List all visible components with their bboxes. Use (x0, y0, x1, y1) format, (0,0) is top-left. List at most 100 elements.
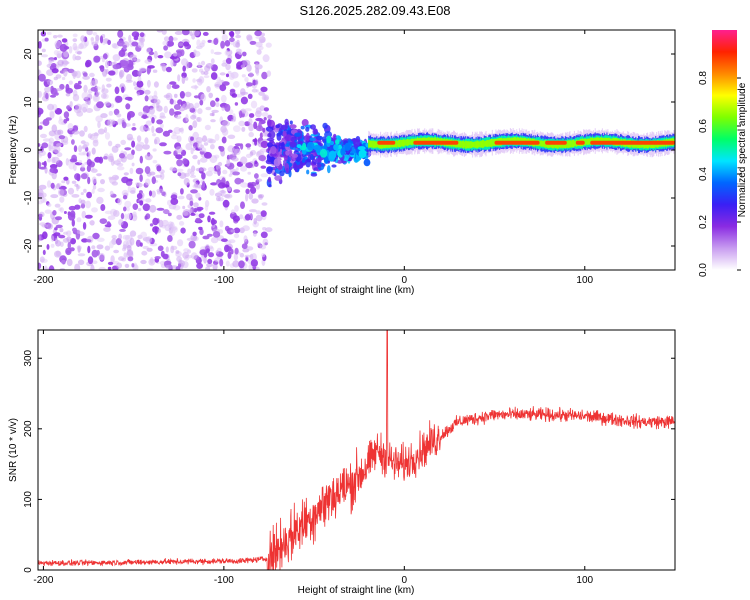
spectrogram-point (193, 95, 200, 99)
spectrogram-point (377, 140, 396, 145)
spectrogram-point (41, 54, 48, 58)
spectrogram-point (80, 173, 88, 180)
spectrogram-point (192, 231, 197, 237)
spectrogram-point (56, 183, 60, 190)
spectrogram-point (238, 120, 246, 127)
spectrogram-point (122, 195, 128, 200)
spectrogram-point (267, 119, 272, 127)
spectrogram-point (233, 81, 240, 88)
spectrogram-point (160, 250, 165, 258)
spectrogram-point (241, 126, 246, 132)
spectrogram-point (196, 262, 204, 269)
spectrogram-point (208, 252, 214, 258)
spectrogram-point (263, 107, 269, 112)
colorbar: 0.0 0.2 0.4 0.6 0.8 Normalized spectral ampl… (698, 30, 748, 277)
spectrogram-point (262, 54, 270, 63)
spectrogram-point (203, 251, 208, 258)
spectrogram-point (65, 92, 71, 97)
spectrogram-point (91, 207, 98, 213)
spectrogram-point (38, 60, 42, 66)
spectrogram-point (267, 176, 272, 183)
spectrogram-point (262, 238, 269, 246)
spectrogram-point (139, 174, 143, 183)
spectrogram-point (96, 244, 104, 250)
spectrogram-point (273, 158, 281, 167)
spectrogram-point (248, 118, 253, 125)
spectrogram-point (201, 172, 206, 180)
spectrogram-point (144, 137, 149, 145)
spectrogram-point (240, 165, 248, 172)
spectrogram-point (110, 255, 115, 263)
spectrogram-point (41, 192, 47, 198)
spectrogram-point (136, 135, 142, 143)
snr-y-tick-label: 100 (23, 491, 34, 508)
spectrogram-point (82, 222, 87, 230)
spectrogram-point (126, 133, 133, 141)
spectrogram-point (209, 112, 215, 117)
spectrogram-point (59, 228, 64, 233)
spectrogram-point (92, 184, 97, 190)
spectrogram-point (66, 236, 72, 243)
spectrogram-point (109, 176, 117, 184)
spectrogram-point (242, 59, 251, 66)
spectrogram-point (258, 194, 263, 200)
spectrogram-point (131, 263, 135, 268)
spectrogram-point (202, 180, 206, 189)
spectrogram-point (276, 132, 281, 137)
spectrogram-point (105, 77, 112, 82)
spectrogram-point (242, 225, 250, 232)
spectrogram-point (149, 171, 156, 176)
spectrogram-point (38, 213, 43, 218)
spectrogram-point (151, 117, 155, 124)
spectrogram-point (131, 149, 135, 156)
spectrogram-point (232, 215, 241, 222)
spectrogram-point (212, 263, 218, 270)
spectrogram-point (289, 141, 297, 148)
spectrogram-point (191, 165, 196, 172)
spectrogram-point (45, 92, 49, 100)
colorbar-tick-label: 0.6 (698, 119, 709, 133)
spectrogram-point (103, 227, 111, 232)
spectrogram-point (219, 146, 225, 152)
spectrogram-point (101, 57, 105, 63)
spectrogram-point (193, 50, 201, 57)
spectrogram-point (68, 162, 75, 170)
spectrogram-point (49, 110, 55, 118)
spectrogram-point (38, 200, 43, 205)
spectrogram-point (228, 173, 232, 177)
spectrogram-point (113, 61, 117, 65)
spectrogram-point (170, 225, 178, 233)
spectrogram-point (265, 42, 272, 48)
spectrogram-point (222, 169, 228, 175)
spectrogram-x-tick-label: 100 (576, 275, 593, 286)
spectrogram-point (144, 215, 148, 220)
spectrogram-point (199, 147, 207, 153)
spectrogram-point (39, 222, 47, 226)
snr-y-tick-label: 0 (23, 567, 34, 573)
spectrogram-point (253, 231, 257, 237)
spectrogram-point (229, 37, 235, 43)
spectrogram-point (245, 162, 253, 169)
spectrogram-point (305, 126, 310, 132)
spectrogram-point (142, 144, 150, 150)
spectrogram-y-tick-label: -20 (23, 238, 34, 253)
spectrogram-point (261, 112, 269, 117)
spectrogram-point (260, 32, 265, 37)
spectrogram-point (163, 105, 168, 114)
spectrogram-point (136, 92, 141, 97)
spectrogram-point (80, 103, 89, 110)
spectrogram-point (50, 182, 55, 189)
spectrogram-point (206, 86, 211, 93)
spectrogram-point (136, 193, 143, 200)
spectrogram-point (221, 238, 228, 242)
spectrogram-point (315, 148, 321, 154)
spectrogram-point (224, 193, 233, 199)
spectrogram-point (93, 96, 98, 101)
spectrogram-point (144, 153, 153, 161)
colorbar-tick-label: 0.4 (698, 167, 709, 181)
colorbar-tick-label: 0.2 (698, 215, 709, 229)
spectrogram-point (210, 144, 215, 150)
spectrogram-point (247, 93, 253, 100)
spectrogram-point (124, 213, 128, 221)
spectrogram-point (206, 233, 213, 237)
